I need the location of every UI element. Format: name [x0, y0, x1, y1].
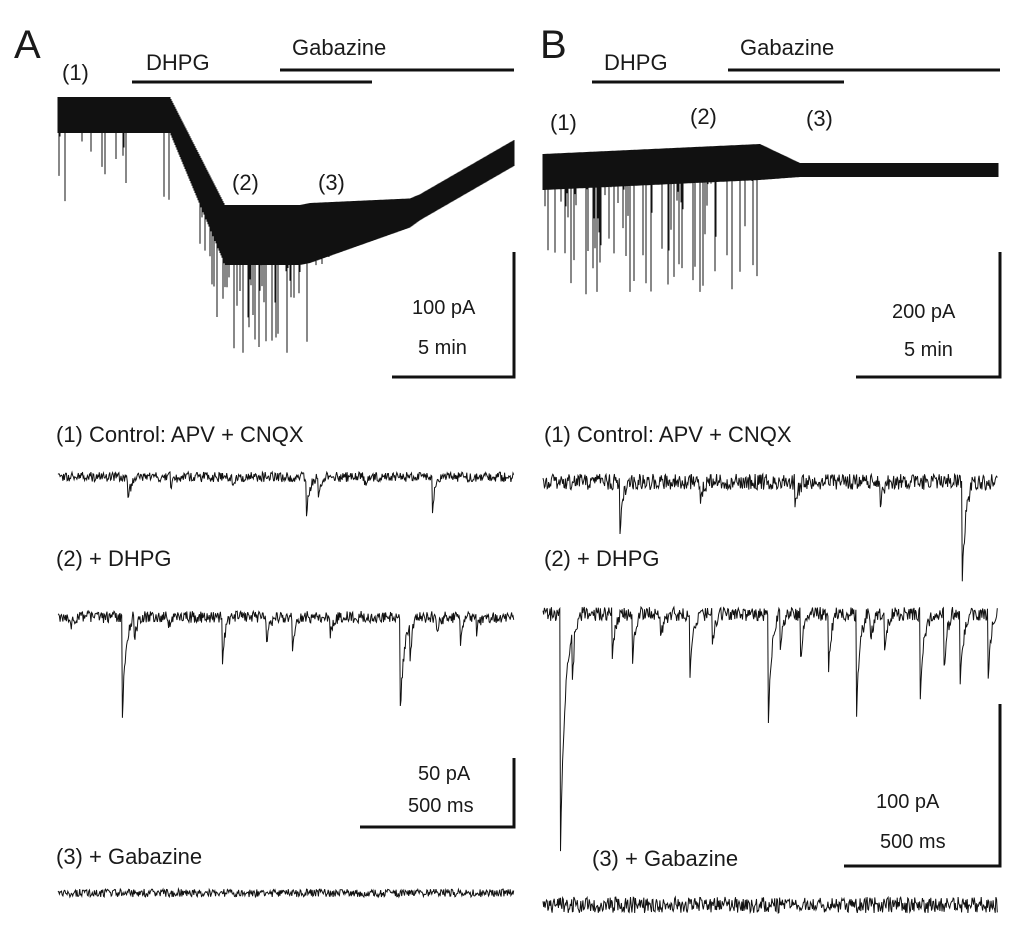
- panel-a-marker-3: (3): [318, 170, 345, 195]
- panel-b-dhpg-label: DHPG: [604, 50, 668, 75]
- panel-b-marker-1: (1): [550, 110, 577, 135]
- panel-b-overview-scale-bar: [856, 252, 1002, 379]
- panel-a-marker-1: (1): [62, 60, 89, 85]
- panel-b-overview-trace: [542, 144, 999, 295]
- panel-a-trace-3-label: (3) + Gabazine: [56, 844, 202, 869]
- panel-a-trace-1: [57, 470, 515, 517]
- panel-b-marker-3: (3): [806, 106, 833, 131]
- panel-b-overview-scale-time: 5 min: [904, 339, 953, 361]
- panel-b-sweep-scale-amp: 100 pA: [876, 791, 940, 813]
- panel-b-trace-2: [542, 605, 998, 852]
- panel-b-marker-2: (2): [690, 104, 717, 129]
- panel-a-dhpg-label: DHPG: [146, 50, 210, 75]
- panel-b-trace-2-label: (2) + DHPG: [544, 546, 660, 571]
- panel-a-trace-2-label: (2) + DHPG: [56, 546, 172, 571]
- panel-a-marker-2: (2): [232, 170, 259, 195]
- panel-a-overview-scale-time: 5 min: [418, 337, 467, 359]
- panel-a-sweep-scale-amp: 50 pA: [418, 763, 471, 785]
- panel-b-trace-3-label: (3) + Gabazine: [592, 846, 738, 871]
- panel-a-sweep-scale-time: 500 ms: [408, 795, 474, 817]
- panel-b: B DHPG Gabazine (1) (2) (3) 200 pA 5 min…: [540, 23, 1002, 915]
- panel-a: A DHPG Gabazine (1) (2) (3) 100 pA 5 min…: [14, 23, 516, 899]
- panel-b-gabazine-label: Gabazine: [740, 35, 834, 60]
- panel-b-letter: B: [540, 23, 567, 67]
- panel-a-sweep-scale-bar: [360, 758, 516, 829]
- panel-a-trace-2: [57, 609, 515, 718]
- panel-a-overview-scale-bar: [392, 252, 516, 379]
- panel-a-letter: A: [14, 23, 41, 67]
- panel-a-gabazine-label: Gabazine: [292, 35, 386, 60]
- panel-a-trace-3: [57, 887, 515, 899]
- panel-b-overview-scale-amp: 200 pA: [892, 301, 956, 323]
- panel-b-sweep-scale-time: 500 ms: [880, 831, 946, 853]
- panel-b-trace-1: [542, 472, 998, 582]
- panel-a-overview-scale-amp: 100 pA: [412, 297, 476, 319]
- panel-a-trace-1-label: (1) Control: APV + CNQX: [56, 422, 304, 447]
- panel-a-overview-trace: [57, 97, 515, 353]
- panel-b-trace-3: [542, 895, 998, 915]
- panel-b-sweep-scale-bar: [844, 704, 1002, 868]
- panel-b-trace-1-label: (1) Control: APV + CNQX: [544, 422, 792, 447]
